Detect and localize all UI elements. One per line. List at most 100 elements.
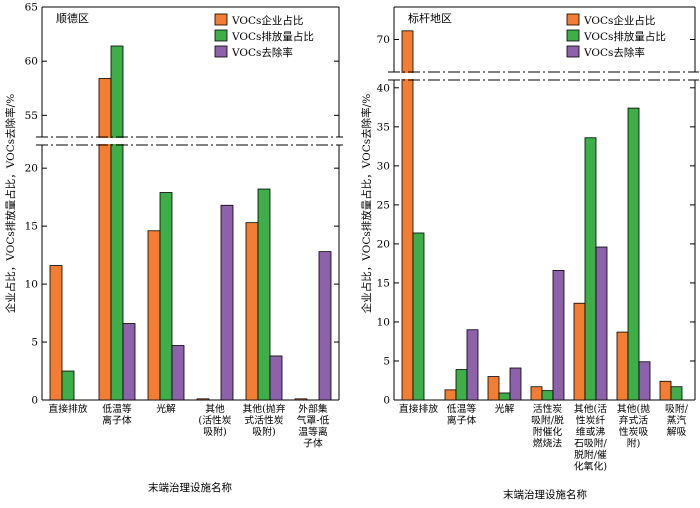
y-tick-label: 35 (377, 121, 390, 133)
x-tick-label-line: 吸附/ (665, 402, 689, 415)
x-tick-label: 外部集气罩-低温等离子体 (297, 402, 330, 450)
legend-swatch (566, 45, 580, 58)
y-tick-label: 15 (377, 277, 390, 289)
bar-removal (318, 251, 332, 401)
x-tick-label-line: 低温等 (102, 402, 132, 415)
y-tick-label: 25 (377, 199, 390, 211)
x-tick-label-line: 吸附) (252, 425, 276, 438)
x-tick-label-line: 离子体 (102, 414, 132, 427)
x-tick-label-line: 吸附/脱 (531, 414, 564, 427)
x-tick-label-line: 附) (627, 437, 641, 450)
panel-title: 标杆地区 (408, 11, 452, 25)
x-tick-label-line: 蒸汽 (667, 414, 687, 427)
legend-swatch (566, 13, 580, 26)
x-tick-label-line: (活性炭 (198, 414, 231, 427)
legend-swatch (566, 29, 580, 42)
bar-removal (509, 367, 522, 401)
y-tick-label: 40 (377, 82, 390, 94)
x-tick-label-line: 光解 (495, 402, 515, 415)
y-tick-label: 70 (377, 34, 390, 46)
bar-removal (220, 204, 234, 401)
x-tick-label-line: 子体 (303, 438, 323, 450)
legend-label: VOCs排放量占比 (231, 30, 314, 43)
bar-emission (541, 390, 554, 401)
x-tick-label-line: 性炭纤 (576, 414, 606, 427)
bar-removal (552, 270, 565, 401)
bar-emission (159, 192, 173, 401)
y-axis-label: 企业占比，VOCs排放量占比，VOCs去除率/% (4, 94, 17, 313)
x-tick-label: 其他(抛弃式活性炭吸附) (242, 402, 285, 438)
x-tick-label-line: 性炭吸 (619, 425, 649, 438)
y-tick-label: 5 (31, 337, 38, 349)
legend-label: VOCs去除率 (583, 46, 645, 59)
bar-emission (455, 369, 468, 401)
bar-removal (122, 323, 136, 401)
x-tick-label-line: 式活性炭 (244, 414, 283, 427)
y-tick-label: 20 (25, 163, 38, 175)
y-tick-label: 60 (25, 56, 38, 68)
chart-panel-2: 0 5 10 15 20 25 30 35 40 70 直接排放 低温等离子体 光解 活性炭吸附/脱附催化… (360, 6, 700, 501)
x-tick-label: 低温等离子体 (102, 402, 132, 427)
bar-share (401, 30, 414, 401)
x-tick-label-line: 气罩-低 (297, 414, 330, 427)
x-tick-label-line: 其他(活 (574, 402, 607, 415)
x-tick-label-line: 燃烧法 (533, 437, 563, 450)
x-tick-label: 光解 (156, 402, 176, 415)
bar-share (444, 389, 457, 401)
bar-removal (171, 345, 185, 401)
bar-removal (638, 361, 651, 401)
legend-label: VOCs去除率 (231, 46, 293, 59)
bar-emission (627, 107, 640, 401)
bar-emission (110, 45, 124, 401)
y-tick-label: 15 (25, 221, 38, 233)
x-tick-label-line: 低温等 (447, 402, 477, 415)
bar-emission (257, 188, 271, 401)
bar-share (659, 380, 672, 401)
x-tick-label-line: 温等离 (298, 425, 328, 438)
x-tick-label-line: 其他(抛 (617, 402, 650, 415)
y-tick-label: 10 (377, 316, 390, 328)
x-tick-label-line: 其他(抛弃 (242, 402, 285, 415)
x-tick-label-line: 脱附/催 (574, 448, 607, 461)
y-tick-label: 65 (25, 2, 38, 14)
x-tick-label: 活性炭吸附/脱附催化燃烧法 (531, 402, 564, 450)
y-axis-label: 企业占比，VOCs排放量占比，VOCs去除率/% (360, 94, 373, 313)
x-tick-label: 其他(活性炭纤维或沸石吸附/脱附/催化氧化) (574, 402, 608, 473)
legend-label: VOCs排放量占比 (583, 30, 666, 43)
x-tick-label-line: 化氧化) (574, 460, 607, 473)
bar-emission (498, 392, 511, 401)
x-tick-label: 直接排放 (399, 402, 438, 415)
bar-emission (61, 370, 75, 401)
bar-share (98, 78, 112, 401)
bar-share (147, 230, 161, 401)
x-tick-label-line: 外部集 (298, 402, 328, 415)
y-tick-label: 20 (377, 238, 390, 250)
bar-share (530, 386, 543, 401)
legend-swatch (214, 13, 228, 26)
x-tick-label-line: 石吸附/ (574, 437, 607, 450)
legend-swatch (214, 29, 228, 42)
bar-share (294, 398, 308, 401)
x-tick-label: 其他(活性炭吸附) (198, 402, 231, 438)
panel-title: 顺德区 (56, 11, 89, 25)
x-tick-label-line: 直接排放 (399, 402, 438, 415)
x-axis-label: 末端治理设施名称 (148, 481, 232, 494)
x-tick-label-line: 光解 (156, 402, 176, 415)
x-tick-label-line: 附催化 (533, 425, 563, 438)
bar-removal (466, 329, 479, 401)
x-tick-label-line: 直接排放 (48, 402, 87, 415)
bar-emission (584, 137, 597, 401)
bar-share (616, 331, 629, 401)
bar-share (196, 398, 210, 401)
x-tick-label-line: 维或沸 (576, 425, 606, 438)
x-tick-label: 低温等离子体 (447, 402, 477, 427)
x-tick-label: 其他(抛弃式活性炭吸附) (617, 402, 650, 450)
bar-share (49, 265, 63, 401)
y-tick-label: 0 (31, 395, 38, 407)
x-tick-label-line: 解吸 (667, 425, 687, 438)
x-tick-label-line: 吸附) (203, 425, 227, 438)
x-tick-label-line: 离子体 (447, 414, 477, 427)
